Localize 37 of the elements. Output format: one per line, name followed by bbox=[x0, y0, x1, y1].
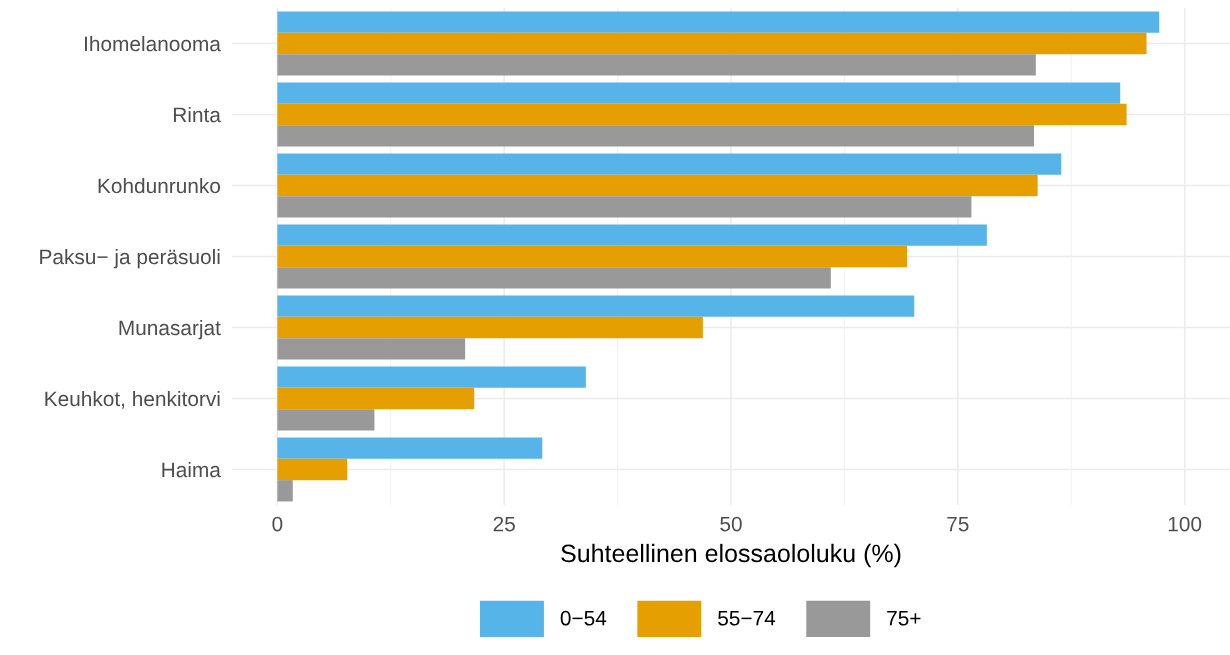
y-tick-label: Kohdunrunko bbox=[98, 177, 221, 194]
bar bbox=[277, 32, 1147, 55]
x-tick-label: 25 bbox=[493, 516, 515, 532]
bar bbox=[277, 316, 703, 339]
bar bbox=[277, 54, 1036, 76]
legend-label: 55−74 bbox=[718, 610, 776, 626]
bar bbox=[277, 267, 831, 289]
y-tick-label: Ihomelanooma bbox=[85, 35, 221, 52]
bar bbox=[277, 338, 466, 360]
bar bbox=[277, 82, 1121, 104]
bar bbox=[277, 480, 293, 502]
x-tick-label: 100 bbox=[1168, 516, 1202, 532]
bar bbox=[277, 224, 987, 246]
y-tick-label: Munasarjat bbox=[119, 319, 221, 340]
bar bbox=[277, 11, 1160, 33]
bar bbox=[277, 103, 1127, 126]
y-tick-label: Haima bbox=[162, 461, 221, 478]
x-tick-label: 0 bbox=[272, 516, 283, 532]
legend-label: 0−54 bbox=[560, 610, 607, 626]
x-tick-label: 50 bbox=[720, 516, 742, 532]
y-tick-label: Keuhkot, henkitorvi bbox=[45, 390, 220, 409]
bar bbox=[277, 295, 915, 317]
bar bbox=[277, 125, 1035, 147]
y-tick-label: Rinta bbox=[173, 106, 221, 123]
bar bbox=[277, 196, 972, 218]
bar bbox=[277, 245, 908, 268]
y-tick-label: Paksu− ja peräsuoli bbox=[40, 248, 220, 269]
bar bbox=[277, 366, 586, 388]
x-tick-label: 75 bbox=[947, 516, 969, 532]
bar bbox=[277, 174, 1038, 197]
bar bbox=[277, 437, 543, 459]
bar bbox=[277, 387, 475, 410]
legend-label: 75+ bbox=[887, 610, 921, 626]
bar bbox=[277, 458, 348, 481]
x-axis-title: Suhteellinen elossaololuku (%) bbox=[561, 543, 901, 568]
bar bbox=[277, 153, 1062, 175]
bar bbox=[277, 409, 375, 431]
